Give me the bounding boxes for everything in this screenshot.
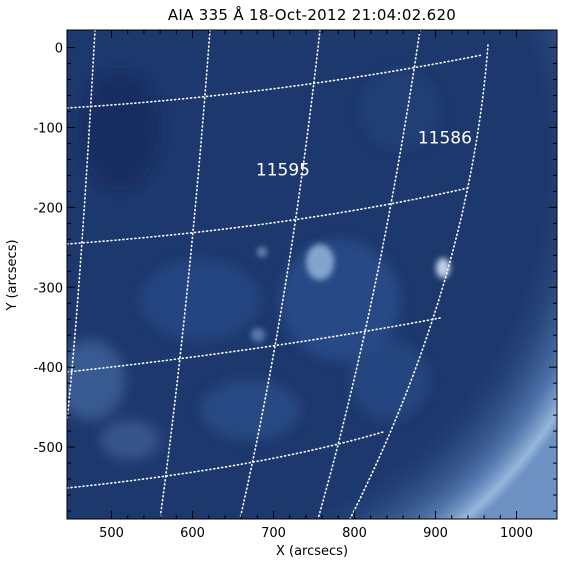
x-tick-labels: 500 600 700 800 900 1000 <box>99 526 533 541</box>
limb-bright-point <box>436 258 450 278</box>
solar-disk-image <box>67 30 557 519</box>
axis-ticks <box>67 30 557 519</box>
y-tick-label: 0 <box>55 42 63 57</box>
x-tick-label: 900 <box>423 526 448 541</box>
active-region-label-11586: 11586 <box>418 128 472 148</box>
y-tick-label: -300 <box>33 281 63 296</box>
x-tick-label: 1000 <box>500 526 533 541</box>
y-tick-label: -200 <box>33 201 63 216</box>
x-tick-label: 600 <box>180 526 205 541</box>
disk-features <box>67 70 440 460</box>
plot-title: AIA 335 Å 18-Oct-2012 21:04:02.620 <box>168 5 456 24</box>
x-axis-title: X (arcsecs) <box>276 544 348 559</box>
y-tick-label: -500 <box>33 441 63 456</box>
active-region-label-11595: 11595 <box>256 160 310 180</box>
x-tick-label: 700 <box>261 526 286 541</box>
active-region-blob <box>306 244 334 280</box>
y-axis-title: Y (arcsecs) <box>5 239 20 311</box>
plot-frame <box>66 29 558 520</box>
y-tick-labels: 0 -100 -200 -300 -400 -500 <box>33 42 63 457</box>
x-tick-label: 800 <box>342 526 367 541</box>
active-region-labels: 11595 11586 <box>256 128 472 180</box>
y-tick-label: -400 <box>33 361 63 376</box>
heliographic-grid <box>67 30 489 519</box>
y-tick-label: -100 <box>33 121 63 136</box>
x-tick-label: 500 <box>99 526 124 541</box>
